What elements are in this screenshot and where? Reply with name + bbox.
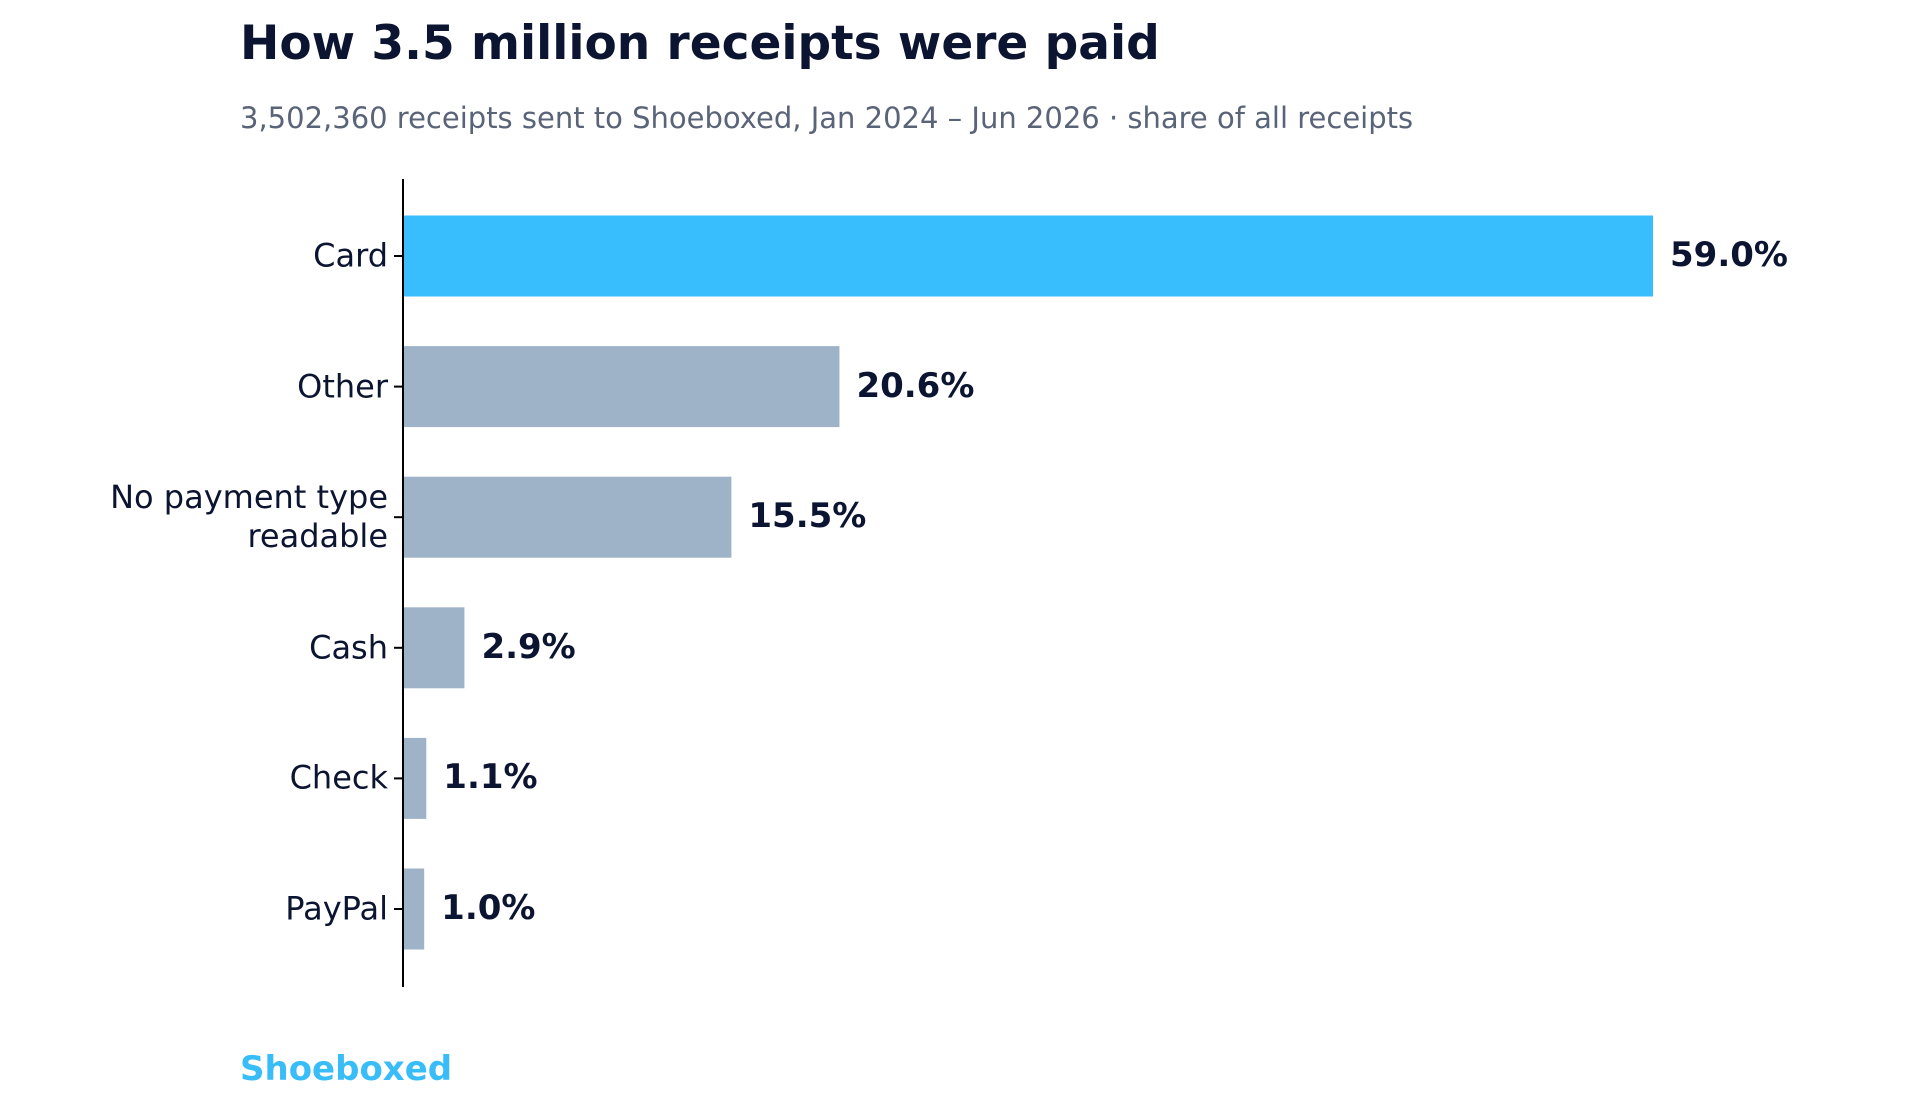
brand: Shoeboxed — [240, 1049, 453, 1089]
bar — [404, 476, 732, 558]
y-tick-label: No payment type readable — [110, 478, 388, 556]
bar — [404, 607, 465, 689]
value-label: 2.9% — [481, 626, 576, 667]
value-label: 1.1% — [443, 757, 538, 798]
bar — [404, 346, 840, 428]
y-tick-label: Card — [313, 236, 388, 275]
y-tick-label: PayPal — [285, 889, 388, 928]
value-label: 59.0% — [1670, 235, 1788, 275]
y-tick-label: Other — [297, 367, 388, 406]
bar — [404, 737, 427, 819]
chart-subtitle: 3,502,360 receipts sent to Shoeboxed, Ja… — [240, 101, 1414, 135]
bar — [404, 215, 1653, 297]
y-tick-label: Cash — [309, 628, 388, 667]
value-label: 15.5% — [748, 496, 867, 537]
value-label: 1.0% — [441, 888, 536, 928]
value-label: 20.6% — [856, 365, 975, 406]
chart-title: How 3.5 million receipts were paid — [240, 16, 1160, 71]
bar — [404, 868, 425, 950]
y-tick-label: Check — [289, 758, 388, 797]
